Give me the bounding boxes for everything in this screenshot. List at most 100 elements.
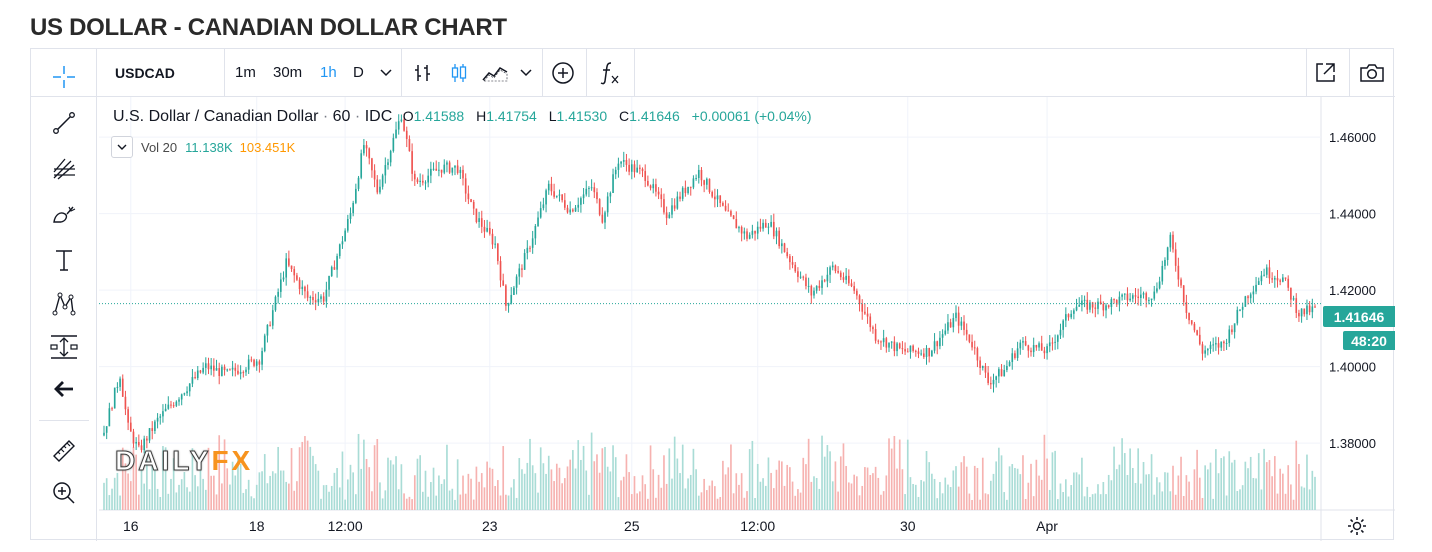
candle-body: [885, 338, 888, 348]
volume-bar: [826, 445, 829, 510]
popout-icon[interactable]: [1311, 59, 1339, 87]
candle-body: [478, 218, 480, 222]
candle-body: [1196, 330, 1198, 335]
chevron-down-icon[interactable]: [517, 64, 535, 82]
volume-bar: [574, 468, 577, 510]
candle-style-icon[interactable]: [445, 59, 473, 87]
interval-1h-button[interactable]: 1h: [320, 64, 337, 81]
volume-bar: [1097, 484, 1099, 510]
volume-bar: [368, 467, 371, 510]
volume-bar: [847, 482, 850, 510]
volume-bar: [301, 441, 304, 510]
text-tool-icon[interactable]: [48, 244, 80, 276]
candle-body: [947, 322, 949, 331]
volume-bar: [247, 479, 250, 510]
back-arrow-icon[interactable]: [48, 373, 80, 405]
candle-body: [186, 391, 188, 394]
volume-bar: [421, 491, 424, 510]
volume-bar: [253, 498, 255, 510]
trend-line-icon[interactable]: [48, 107, 80, 139]
candle-body: [580, 198, 582, 205]
interval-1m-button[interactable]: 1m: [235, 64, 256, 81]
candle-body: [507, 303, 510, 306]
candle-body: [1247, 296, 1249, 299]
volume-bar: [475, 466, 478, 510]
volume-bar: [805, 464, 807, 510]
ruler-icon[interactable]: [48, 435, 80, 467]
brush-icon[interactable]: [48, 199, 80, 231]
toolbar-divider: [586, 49, 587, 96]
price-chart[interactable]: 1.38000 1.40000 1.42000 1.44000 1.46000 16 18 1…: [31, 49, 1395, 541]
candle-body: [397, 121, 400, 130]
candle-body: [671, 205, 673, 215]
legend-low-label: L: [548, 108, 557, 124]
candle-body: [288, 258, 290, 266]
candle-body: [440, 169, 443, 173]
volume-bar: [223, 439, 226, 510]
candle-body: [368, 148, 371, 159]
volume-bar: [547, 455, 550, 510]
volume-bar: [550, 469, 553, 510]
candle-body: [1233, 323, 1236, 333]
measure-icon[interactable]: [48, 331, 80, 363]
candle-body: [456, 165, 459, 173]
candle-body: [989, 383, 992, 385]
candle-body: [274, 296, 277, 311]
candle-body: [620, 161, 622, 164]
collapse-legend-button[interactable]: [111, 136, 133, 158]
symbol-search-button[interactable]: USDCAD: [115, 64, 175, 81]
zoom-in-icon[interactable]: [48, 477, 80, 509]
candle-body: [628, 164, 630, 172]
volume-bar: [711, 480, 714, 510]
candle-body: [1006, 365, 1008, 370]
candle-body: [998, 369, 1000, 377]
volume-bar: [156, 488, 159, 510]
volume-bar: [494, 486, 496, 510]
area-style-icon[interactable]: [479, 59, 511, 87]
candle-body: [1276, 278, 1279, 281]
interval-30m-button[interactable]: 30m: [273, 64, 303, 81]
volume-bar: [430, 482, 432, 510]
fib-tool-icon[interactable]: [48, 153, 80, 185]
volume-bar: [1233, 459, 1236, 510]
gear-icon[interactable]: [1345, 514, 1369, 538]
volume-bar: [1220, 458, 1223, 510]
volume-bar: [856, 476, 858, 510]
candle-body: [320, 296, 322, 299]
volume-bar: [432, 467, 435, 510]
candle-body: [1032, 345, 1035, 353]
chevron-down-icon[interactable]: [377, 64, 395, 82]
candle-body: [129, 422, 132, 432]
candle-body: [1282, 277, 1284, 282]
volume-bar: [989, 480, 992, 510]
volume-bar: [740, 473, 743, 510]
candle-body: [590, 187, 593, 189]
bar-style-icon[interactable]: [409, 59, 437, 87]
volume-bar: [1306, 454, 1308, 510]
indicators-fx-icon[interactable]: [595, 59, 625, 87]
volume-bar: [606, 466, 609, 510]
candle-body: [523, 253, 526, 270]
camera-icon[interactable]: [1357, 59, 1387, 87]
interval-d-button[interactable]: D: [353, 64, 364, 81]
volume-bar: [435, 495, 438, 510]
legend-title-row: U.S. Dollar / Canadian Dollar · 60 · IDC…: [113, 108, 812, 126]
candle-body: [330, 267, 333, 276]
volume-bar: [381, 498, 384, 510]
volume-bar: [563, 478, 566, 510]
candle-body: [748, 234, 751, 239]
volume-bar: [1089, 497, 1091, 510]
volume-bar: [210, 475, 212, 510]
volume-bar: [427, 496, 430, 510]
candle-body: [1011, 353, 1014, 363]
candle-body: [759, 226, 762, 229]
candle-body: [159, 416, 162, 418]
candle-body: [813, 290, 815, 296]
compare-add-icon[interactable]: [549, 59, 577, 87]
crosshair-icon[interactable]: [48, 61, 80, 93]
volume-bar: [925, 451, 928, 510]
pattern-icon[interactable]: [48, 288, 80, 320]
volume-bar: [237, 455, 239, 510]
volume-bar: [1201, 497, 1204, 510]
candle-body: [955, 312, 957, 319]
